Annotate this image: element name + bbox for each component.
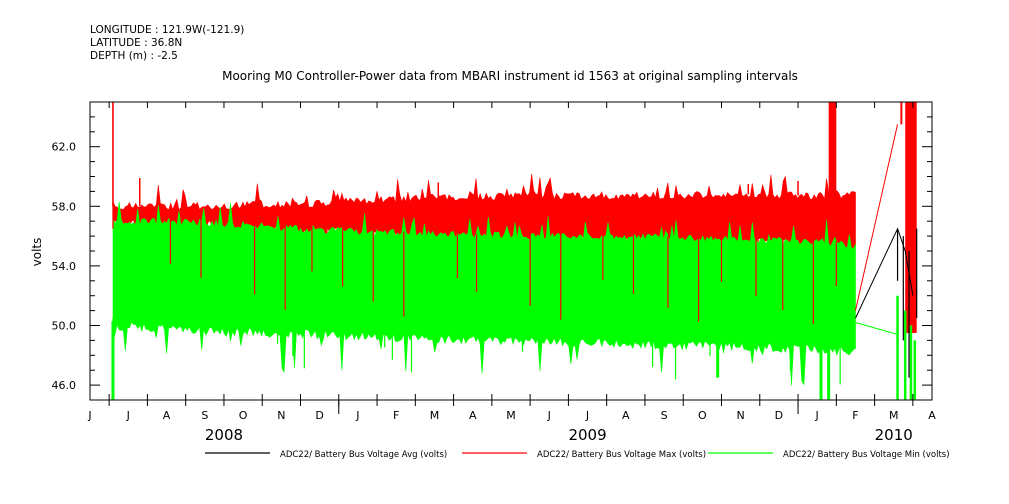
x-tick-label: J [815,409,819,422]
x-tick-label: F [393,409,399,422]
min-series-band [112,201,856,386]
x-tick-label: N [737,409,745,422]
max-series-block [828,102,837,237]
legend-label: ADC22/ Battery Bus Voltage Avg (volts) [280,450,447,460]
legend: ADC22/ Battery Bus Voltage Avg (volts) AD… [205,450,950,460]
x-tick-label: J [355,409,359,422]
x-year-label: 2009 [568,426,606,444]
data-layer [111,102,918,400]
x-year-label: 2008 [205,426,243,444]
y-tick-label: 50.0 [52,320,77,333]
x-tick-label: J [126,409,130,422]
x-tick-label: M [506,409,516,422]
y-tick-label: 54.0 [52,260,77,273]
x-tick-label: S [201,409,208,422]
y-tick-label: 62.0 [52,141,77,154]
x-tick-label: A [469,409,477,422]
depth-label: DEPTH (m) : -2.5 [90,50,178,62]
y-tick-label: 46.0 [52,379,77,392]
chart-title: Mooring M0 Controller-Power data from MB… [222,69,798,83]
x-year-label: 2010 [875,426,913,444]
x-tick-label: J [547,409,551,422]
x-tick-label: D [315,409,323,422]
legend-label: ADC22/ Battery Bus Voltage Max (volts) [537,450,706,460]
y-tick-label: 58.0 [52,200,77,213]
x-tick-label: M [889,409,899,422]
legend-label: ADC22/ Battery Bus Voltage Min (volts) [783,450,950,460]
x-tick-label: J [585,409,589,422]
y-axis-label: volts [30,238,44,267]
latitude-label: LATITUDE : 36.8N [90,37,183,49]
longitude-label: LONGITUDE : 121.9W(-121.9) [90,24,245,36]
axes-layer: 46.0 50.0 54.0 58.0 62.0 J J A S O N D J F M A M J J A S O N D J… [52,101,936,444]
x-tick-label: S [661,409,668,422]
x-tick-label: D [775,409,783,422]
x-tick-label: O [698,409,707,422]
min-series-gap-line [855,322,898,335]
x-tick-label: A [622,409,630,422]
x-tick-label: J [87,409,91,422]
x-tick-label: N [277,409,285,422]
max-series-block [905,102,917,333]
x-tick-label: O [239,409,248,422]
x-tick-label: M [430,409,440,422]
x-tick-label: A [163,409,171,422]
x-tick-label: F [852,409,858,422]
max-series-gap-line [854,124,899,311]
x-tick-label: A [928,409,936,422]
